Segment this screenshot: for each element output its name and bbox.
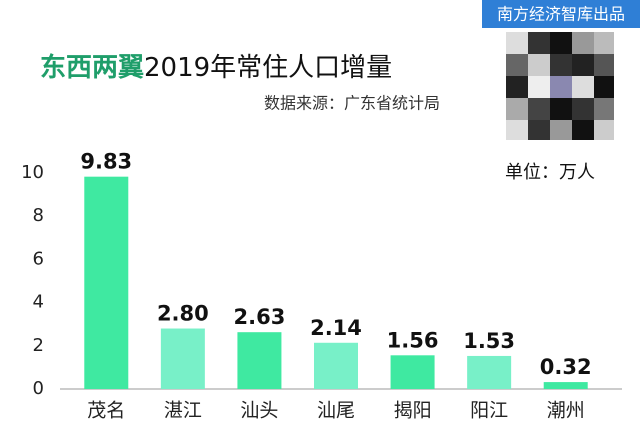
- title-text: 2019年常住人口增量: [144, 53, 392, 83]
- bar: [84, 176, 129, 389]
- unit-label: 单位：万人: [505, 162, 595, 183]
- y-tick-label: 0: [33, 378, 44, 399]
- x-tick-label: 潮州: [547, 400, 585, 422]
- value-label: 9.83: [80, 150, 132, 174]
- badge-background: [482, 0, 640, 28]
- x-tick-label: 阳江: [470, 400, 508, 422]
- x-tick-label: 汕尾: [317, 400, 355, 422]
- y-tick-label: 10: [21, 162, 44, 183]
- title-highlight: 东西两翼: [40, 52, 144, 83]
- bar: [237, 332, 282, 389]
- value-label: 1.53: [463, 329, 515, 353]
- y-tick-label: 8: [33, 205, 44, 226]
- y-tick-label: 6: [33, 248, 44, 269]
- value-label: 2.63: [234, 305, 286, 329]
- y-tick-label: 4: [33, 292, 44, 313]
- x-tick-label: 湛江: [164, 400, 202, 422]
- badge: 南方经济智库出品: [497, 5, 625, 24]
- value-label: 2.14: [310, 316, 362, 340]
- bar: [467, 355, 512, 389]
- x-tick-label: 汕头: [240, 400, 278, 422]
- qr-code: [506, 32, 614, 140]
- value-label: 2.80: [157, 302, 209, 326]
- y-tick-label: 2: [33, 335, 44, 356]
- subtitle: 数据来源：广东省统计局: [264, 94, 440, 113]
- x-tick-label: 揭阳: [394, 400, 432, 422]
- bar: [314, 342, 358, 389]
- value-label: 0.32: [540, 355, 592, 379]
- x-tick-label: 茂名: [87, 400, 125, 422]
- value-label: 1.56: [387, 328, 439, 352]
- bar: [160, 328, 205, 389]
- bar: [543, 382, 588, 389]
- chart-title: 东西两翼2019年常住人口增量: [40, 52, 392, 83]
- bar: [390, 355, 435, 389]
